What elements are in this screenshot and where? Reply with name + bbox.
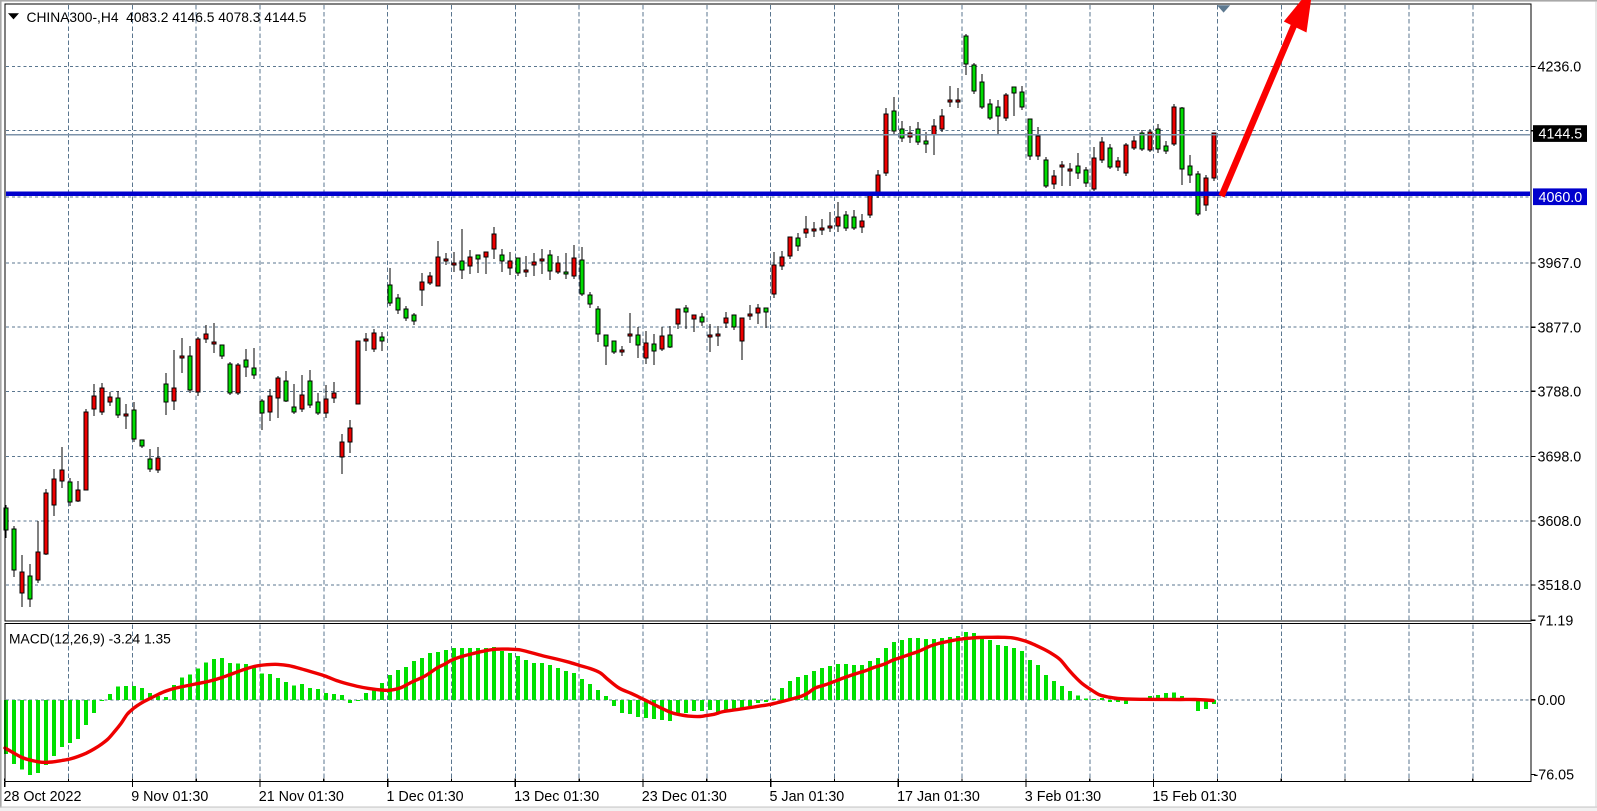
svg-text:3788.0: 3788.0 [1538, 384, 1582, 400]
svg-text:4236.0: 4236.0 [1538, 60, 1582, 76]
svg-text:9 Nov 01:30: 9 Nov 01:30 [131, 789, 208, 805]
svg-text:4144.5: 4144.5 [1539, 127, 1583, 143]
svg-text:71.19: 71.19 [1538, 613, 1574, 629]
svg-text:28 Oct 2022: 28 Oct 2022 [4, 789, 82, 805]
svg-text:5 Jan 01:30: 5 Jan 01:30 [770, 789, 845, 805]
svg-text:3 Feb 01:30: 3 Feb 01:30 [1025, 789, 1101, 805]
svg-text:-76.05: -76.05 [1534, 768, 1575, 784]
svg-text:15 Feb 01:30: 15 Feb 01:30 [1152, 789, 1236, 805]
svg-text:3518.0: 3518.0 [1538, 578, 1582, 594]
svg-text:0.00: 0.00 [1538, 693, 1566, 709]
svg-text:CHINA300-,H4 4083.2 4146.5 40: CHINA300-,H4 4083.2 4146.5 4078.3 4144.5 [27, 10, 307, 25]
svg-text:17 Jan 01:30: 17 Jan 01:30 [897, 789, 980, 805]
svg-text:4060.0: 4060.0 [1539, 190, 1583, 206]
svg-text:3967.0: 3967.0 [1538, 256, 1582, 272]
svg-text:MACD(12,26,9) -3.24 1.35: MACD(12,26,9) -3.24 1.35 [9, 631, 171, 646]
svg-text:3698.0: 3698.0 [1538, 450, 1582, 466]
svg-text:23 Dec 01:30: 23 Dec 01:30 [642, 789, 727, 805]
svg-text:21 Nov 01:30: 21 Nov 01:30 [259, 789, 344, 805]
svg-text:1 Dec 01:30: 1 Dec 01:30 [387, 789, 464, 805]
svg-text:13 Dec 01:30: 13 Dec 01:30 [514, 789, 599, 805]
svg-text:3608.0: 3608.0 [1538, 514, 1582, 530]
svg-text:3877.0: 3877.0 [1538, 320, 1582, 336]
